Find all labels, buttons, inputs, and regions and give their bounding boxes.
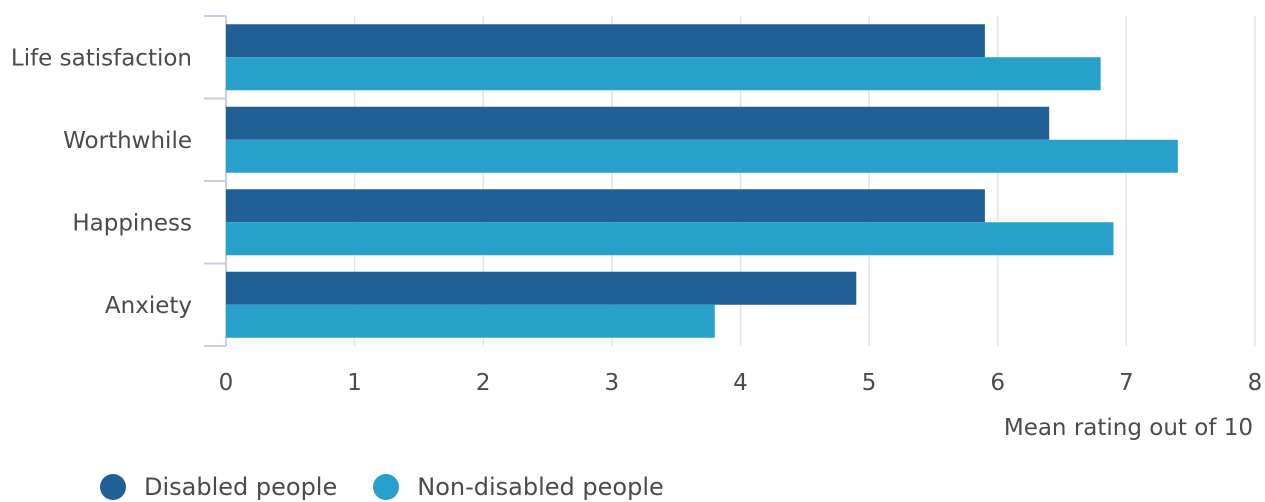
legend-swatch-disabled-people (100, 474, 126, 500)
x-tick-label-2: 2 (476, 370, 491, 396)
legend: Disabled people Non-disabled people (100, 473, 700, 501)
category-label-worthwhile: Worthwhile (63, 128, 192, 154)
bar-disabled-people-anxiety (226, 271, 857, 305)
category-label-life-satisfaction: Life satisfaction (11, 45, 192, 71)
bar-non-disabled-people-life-satisfaction (226, 57, 1101, 91)
bar-disabled-people-worthwhile (226, 106, 1050, 140)
x-tick-label-7: 7 (1119, 370, 1134, 396)
bar-disabled-people-life-satisfaction (226, 24, 985, 58)
x-tick-label-8: 8 (1248, 370, 1263, 396)
category-label-happiness: Happiness (72, 210, 192, 236)
x-axis-title: Mean rating out of 10 (1004, 415, 1253, 441)
legend-label-non-disabled-people: Non-disabled people (417, 473, 664, 501)
x-tick-label-5: 5 (862, 370, 877, 396)
legend-label-disabled-people: Disabled people (144, 473, 338, 501)
legend-swatch-non-disabled-people (373, 474, 400, 500)
x-tick-label-3: 3 (605, 370, 620, 396)
bar-non-disabled-people-worthwhile (226, 139, 1178, 173)
category-label-anxiety: Anxiety (105, 293, 192, 319)
x-tick-label-6: 6 (990, 370, 1005, 396)
legend-item-disabled-people: Disabled people (100, 473, 337, 501)
bar-disabled-people-happiness (226, 189, 985, 223)
bar-non-disabled-people-anxiety (226, 304, 715, 338)
bar-non-disabled-people-happiness (226, 222, 1114, 256)
x-tick-label-1: 1 (347, 370, 362, 396)
legend-item-non-disabled-people: Non-disabled people (373, 473, 664, 501)
x-tick-label-4: 4 (733, 370, 748, 396)
x-tick-label-0: 0 (219, 370, 234, 396)
